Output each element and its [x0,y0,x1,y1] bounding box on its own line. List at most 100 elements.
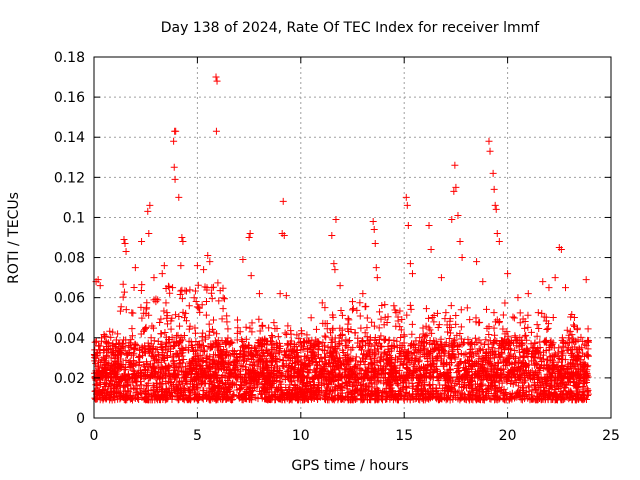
data-point [394,381,402,389]
data-point [191,395,199,403]
data-point [177,385,185,393]
data-point [110,394,118,402]
data-point [490,354,498,362]
data-point [414,379,422,387]
data-point [162,380,170,388]
data-point [91,394,99,402]
data-point [257,390,265,398]
data-point [492,385,500,393]
data-point [274,333,282,341]
data-point [196,340,204,348]
data-point [191,324,199,332]
x-tick-label: 25 [602,428,620,444]
data-point [302,386,310,394]
data-point [521,332,529,340]
data-point [371,240,379,248]
data-point [175,193,183,201]
data-point [345,336,353,344]
data-point [165,374,173,382]
data-point [230,391,238,399]
data-point [557,348,565,356]
x-tick-label: 15 [395,428,413,444]
data-point [247,272,255,280]
data-point [242,323,250,331]
data-point [519,389,527,397]
data-point [317,355,325,363]
data-point [486,147,494,155]
data-point [451,389,459,397]
data-point [384,345,392,353]
data-point [353,306,361,314]
data-point [182,317,190,325]
x-tick-labels: 0 5 10 15 20 25 [90,428,620,444]
data-point [279,197,287,205]
data-point [361,329,369,337]
data-point [457,306,465,314]
data-point [475,386,483,394]
data-point [177,262,185,270]
data-point [170,137,178,145]
data-point [534,309,542,317]
y-tick-label: 0.16 [54,90,85,106]
data-point [297,388,305,396]
data-point [210,316,218,324]
data-point [408,392,416,400]
data-point [336,282,344,290]
data-point [373,274,381,282]
data-point [521,324,529,332]
y-axis-label: ROTI / TECUs [6,192,22,284]
data-point [363,324,371,332]
data-point [307,388,315,396]
data-point [373,345,381,353]
data-point [485,345,493,353]
data-point [162,299,170,307]
data-point [223,347,231,355]
data-point [495,377,503,385]
data-point [205,320,213,328]
data-point [202,311,210,319]
data-point [489,169,497,177]
data-point [541,395,549,403]
data-point [120,288,128,296]
data-point [279,392,287,400]
data-point [535,325,543,333]
data-point [106,327,114,335]
data-point [150,337,158,345]
data-point [499,340,507,348]
data-point [479,278,487,286]
data-point [175,339,183,347]
data-point [545,284,553,292]
data-point [268,393,276,401]
data-point [385,337,393,345]
data-point [127,361,135,369]
data-point [193,381,201,389]
data-point [166,392,174,400]
data-point [495,238,503,246]
data-point [168,384,176,392]
data-point [566,388,574,396]
data-point [195,341,203,349]
data-point [533,321,541,329]
data-point [233,316,241,324]
data-point [237,362,245,370]
data-point [507,350,515,358]
data-point [100,379,108,387]
data-point [441,348,449,356]
data-point [115,377,123,385]
data-point [346,378,354,386]
data-point [195,304,203,312]
data-point [447,329,455,337]
x-tick-label: 20 [499,428,517,444]
data-point [170,163,178,171]
data-point [156,318,164,326]
data-point [153,383,161,391]
data-point [409,382,417,390]
data-point [569,379,577,387]
data-point [514,294,522,302]
data-point [304,396,312,404]
data-point [150,274,158,282]
data-point [498,340,506,348]
data-point [405,379,413,387]
data-point [393,337,401,345]
data-point [482,356,490,364]
